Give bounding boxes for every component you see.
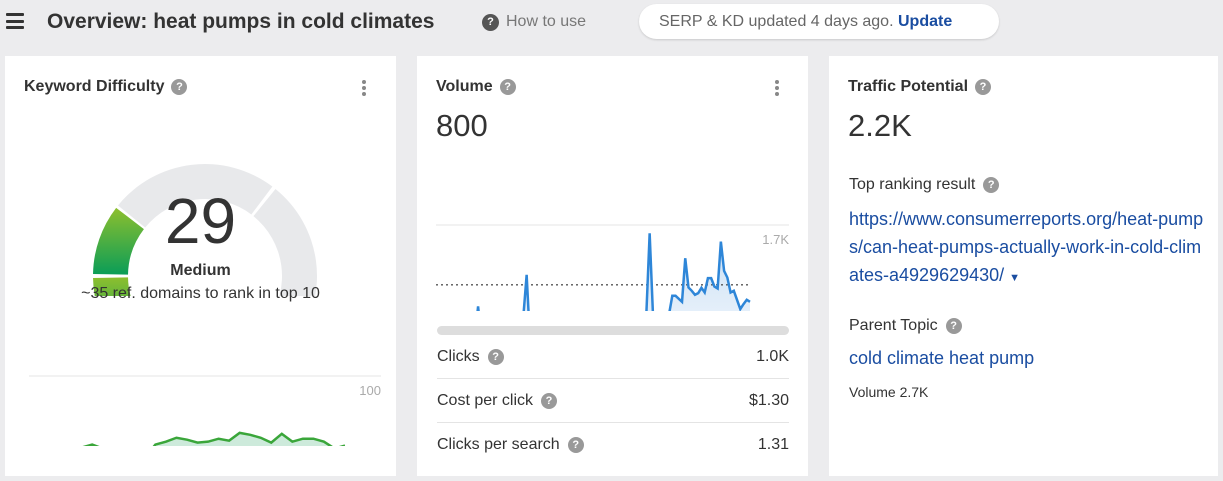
metric-row-clicks: Clicks? 1.0K bbox=[437, 335, 789, 379]
metric-label: Cost per click bbox=[437, 391, 534, 409]
keyword-difficulty-card: Keyword Difficulty? 29 Medium ~35 ref. d… bbox=[5, 56, 396, 476]
gauge-segment-filled bbox=[93, 207, 144, 275]
metric-value: 1.0K bbox=[756, 347, 789, 365]
kd-line bbox=[82, 431, 346, 446]
header: Overview: heat pumps in cold climates ? H… bbox=[0, 0, 1223, 46]
how-to-use-label: How to use bbox=[506, 13, 587, 30]
top-result: https://www.consumerreports.org/heat-pum… bbox=[849, 205, 1204, 292]
how-to-use-link[interactable]: ? How to use bbox=[482, 13, 586, 31]
y-max-label: 1.7K bbox=[762, 232, 789, 247]
traffic-potential-card: Traffic Potential? 2.2K Top ranking resu… bbox=[829, 56, 1218, 476]
page-title: Overview: heat pumps in cold climates bbox=[47, 10, 435, 33]
hamburger-menu-icon[interactable] bbox=[6, 13, 24, 29]
volume-title: Volume bbox=[436, 78, 493, 95]
update-notice: SERP & KD updated 4 days ago. Update bbox=[639, 4, 999, 39]
top-result-link[interactable]: https://www.consumerreports.org/heat-pum… bbox=[849, 209, 1204, 285]
volume-area bbox=[477, 233, 750, 311]
kd-value: 29 bbox=[164, 185, 237, 257]
metric-label: Clicks per search bbox=[437, 436, 560, 453]
label-text: Top ranking result bbox=[849, 176, 976, 193]
metric-value: $1.30 bbox=[748, 391, 789, 409]
caret-down-icon[interactable]: ▼ bbox=[1009, 272, 1021, 284]
update-button[interactable]: Update bbox=[897, 13, 953, 30]
help-icon[interactable]: ? bbox=[499, 79, 516, 95]
volume-value: 800 bbox=[436, 108, 488, 143]
help-icon[interactable]: ? bbox=[983, 177, 1000, 193]
volume-card: Volume? 800 1.7K0Sep 2015Sep 2023 Clicks… bbox=[417, 56, 808, 476]
more-vertical-icon[interactable] bbox=[775, 80, 781, 98]
gauge-segment-empty bbox=[117, 164, 273, 228]
metric-row-clicks-per-search: Clicks per search? 1.31 bbox=[437, 423, 789, 467]
top-result-label: Top ranking result? bbox=[849, 176, 1000, 194]
kd-history-chart: 1000May 2021Feb 2024 bbox=[29, 375, 381, 446]
traffic-title: Traffic Potential bbox=[848, 78, 969, 95]
kd-gauge bbox=[93, 164, 317, 296]
help-icon[interactable]: ? bbox=[541, 392, 558, 409]
more-vertical-icon[interactable] bbox=[362, 80, 368, 98]
label-text: Parent Topic bbox=[849, 317, 938, 334]
volume-line bbox=[476, 233, 751, 311]
y-max-label: 100 bbox=[359, 383, 381, 398]
help-icon[interactable]: ? bbox=[975, 79, 992, 95]
volume-history-chart: 1.7K0Sep 2015Sep 2023 bbox=[436, 224, 789, 311]
volume-progress-bar bbox=[437, 326, 789, 335]
traffic-value: 2.2K bbox=[848, 108, 912, 143]
metric-row-cpc: Cost per click? $1.30 bbox=[437, 379, 789, 423]
parent-topic-label: Parent Topic? bbox=[849, 317, 962, 335]
update-notice-text: SERP & KD updated 4 days ago. bbox=[659, 13, 894, 30]
help-icon[interactable]: ? bbox=[487, 348, 504, 365]
metric-label: Clicks bbox=[437, 347, 480, 365]
kd-title: Keyword Difficulty bbox=[24, 78, 165, 95]
kd-subtitle: ~35 ref. domains to rank in top 10 bbox=[81, 285, 320, 302]
parent-topic-link[interactable]: cold climate heat pump bbox=[849, 348, 1035, 368]
help-icon[interactable]: ? bbox=[567, 437, 584, 453]
metric-value: 1.31 bbox=[757, 436, 789, 453]
kd-level: Medium bbox=[170, 262, 231, 279]
question-circle-icon: ? bbox=[482, 13, 499, 31]
help-icon[interactable]: ? bbox=[945, 318, 962, 334]
gauge-segment-empty bbox=[253, 188, 317, 296]
parent-topic-volume: Volume 2.7K bbox=[849, 384, 929, 400]
help-icon[interactable]: ? bbox=[171, 79, 188, 95]
gauge-segment-filled bbox=[93, 277, 131, 296]
